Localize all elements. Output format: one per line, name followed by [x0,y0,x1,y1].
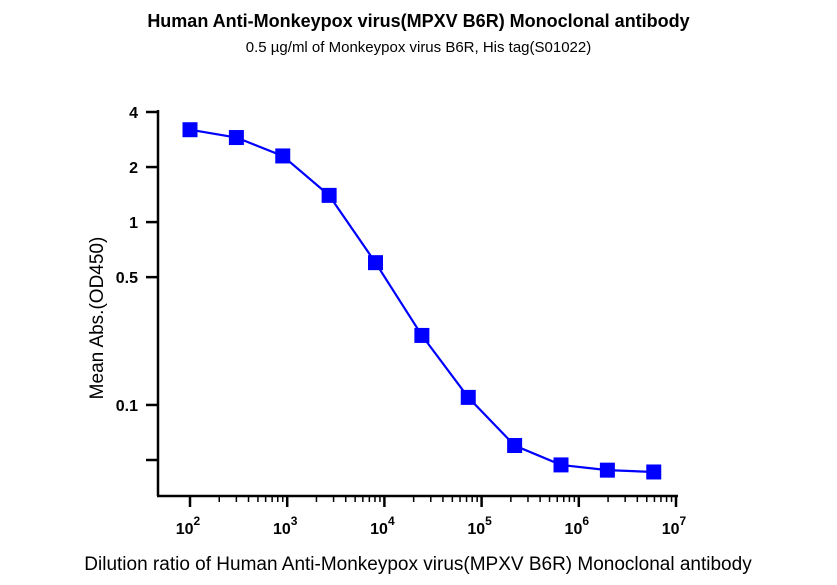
x-tick-base: 10 [273,521,291,538]
data-point-marker [553,457,569,473]
y-tick-label: 0.1 [116,398,138,415]
x-tick-exponent: 6 [582,514,589,528]
x-tick-base: 10 [176,521,194,538]
x-tick-base: 10 [565,521,583,538]
x-tick-label: 102 [176,514,201,538]
data-point-marker [507,438,523,454]
data-point-marker [368,255,384,271]
x-tick-label: 104 [370,514,395,538]
x-tick-label: 107 [662,514,687,538]
y-tick-label: 0.5 [116,270,138,287]
data-point-marker [321,187,337,203]
x-tick-exponent: 5 [485,514,492,528]
data-point-marker [646,464,662,480]
x-axis-title: Dilution ratio of Human Anti-Monkeypox v… [84,554,752,575]
data-point-marker [182,122,198,138]
x-tick-exponent: 3 [291,514,298,528]
series-layer [182,122,662,480]
data-point-marker [228,130,244,146]
x-tick-label: 105 [467,514,492,538]
x-tick-base: 10 [370,521,388,538]
x-tick-exponent: 7 [680,514,687,528]
x-tick-base: 10 [662,521,680,538]
chart-subtitle: 0.5 µg/ml of Monkeypox virus B6R, His ta… [245,39,592,56]
data-point-marker [414,327,430,343]
data-point-marker [599,462,615,478]
x-tick-exponent: 4 [388,514,395,528]
y-axis-title: Mean Abs.(OD450) [87,237,108,400]
series-line [189,128,654,474]
x-ticks: 102 103 104 105 106 107 [176,496,687,538]
axes [156,110,678,498]
x-tick-label: 106 [565,514,590,538]
y-tick-label: 2 [129,160,138,177]
y-tick-label: 4 [129,105,138,122]
chart-title: Human Anti-Monkeypox virus(MPXV B6R) Mon… [147,11,690,31]
x-tick-base: 10 [467,521,485,538]
data-point-marker [275,148,291,164]
x-tick-exponent: 2 [194,514,201,528]
data-point-marker [460,389,476,405]
y-tick-label: 1 [129,215,138,232]
y-ticks: 4 2 1 0.5 0.1 [116,105,158,462]
x-tick-label: 103 [273,514,298,538]
